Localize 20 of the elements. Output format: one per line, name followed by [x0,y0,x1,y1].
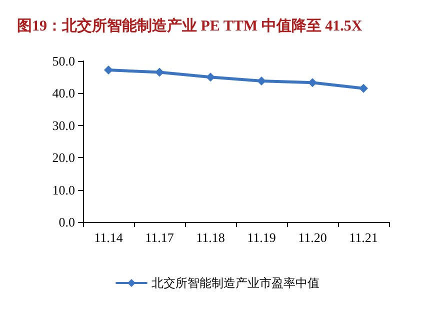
chart-title: 图19：北交所智能制造产业 PE TTM 中值降至 41.5X [17,16,362,34]
point [359,84,368,93]
point [308,78,317,88]
point [206,72,215,82]
point [104,66,113,75]
y-tick-label: 10.0 [52,182,75,198]
x-tick-label: 11.21 [349,230,378,245]
legend-label: 北交所智能制造产业市盈率中值 [152,276,320,290]
x-tick-label: 11.18 [196,230,225,245]
y-tick-label: 50.0 [52,54,75,68]
x-tick-label: 11.17 [145,230,174,245]
x-tick-label: 11.20 [298,230,327,245]
y-tick-label: 30.0 [52,118,75,133]
point [155,68,164,77]
x-tick-label: 11.14 [94,230,124,245]
y-tick-label: 0.0 [58,214,75,230]
y-tick-label: 40.0 [52,86,75,101]
x-tick-label: 11.19 [247,230,276,245]
y-tick-label: 20.0 [52,150,75,166]
point [257,76,266,86]
